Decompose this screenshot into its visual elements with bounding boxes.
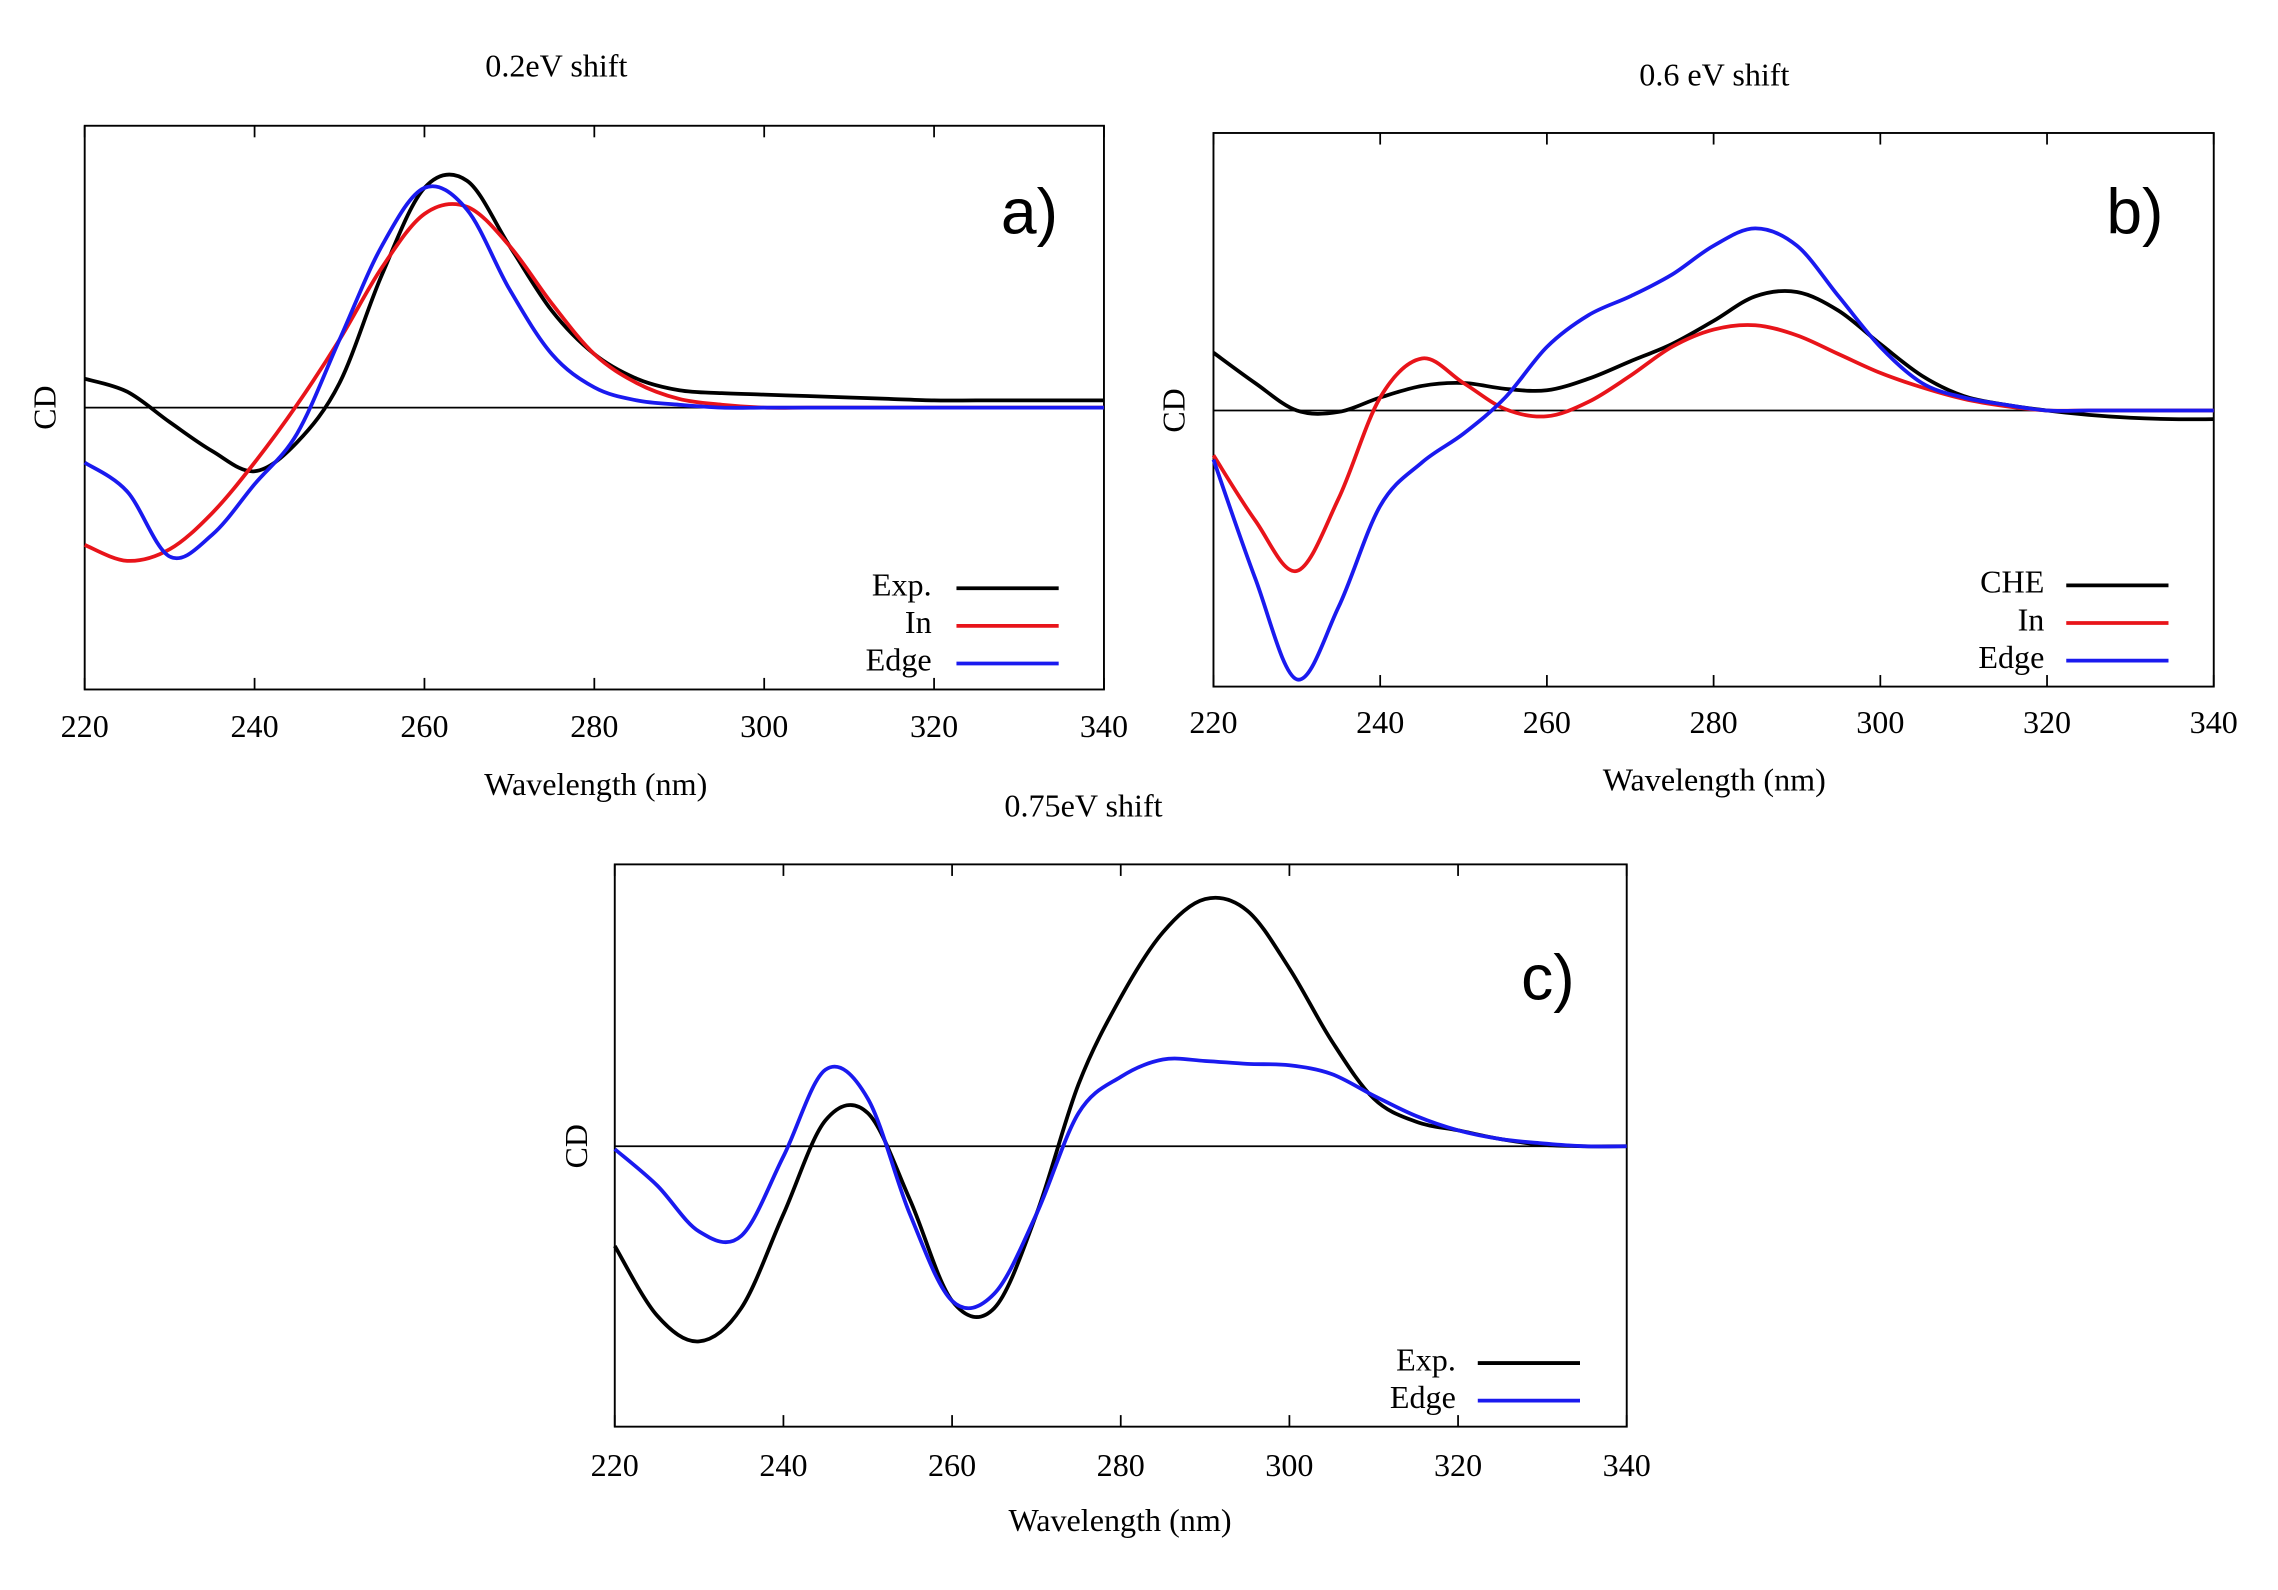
legend-label: Edge xyxy=(1978,640,2044,675)
x-tick-label: 260 xyxy=(1523,705,1571,740)
x-tick-label: 300 xyxy=(740,709,788,744)
x-tick-label: 340 xyxy=(2190,705,2238,740)
x-tick-label: 280 xyxy=(570,709,618,744)
legend-label: In xyxy=(2018,602,2045,637)
x-tick-label: 220 xyxy=(591,1448,639,1483)
y-axis-label: CD xyxy=(27,386,62,430)
legend-label: CHE xyxy=(1980,565,2044,600)
x-tick-label: 280 xyxy=(1690,705,1738,740)
series-line xyxy=(1211,226,2214,682)
x-tick-label: 260 xyxy=(400,709,448,744)
series-line xyxy=(613,1056,1627,1311)
x-tick-label: 320 xyxy=(1434,1448,1482,1483)
x-axis-label: Wavelength (nm) xyxy=(1603,763,1826,798)
panel-label: b) xyxy=(2106,176,2163,248)
series-line xyxy=(1212,289,2214,422)
legend-label: Exp. xyxy=(872,568,932,603)
legend-label: Edge xyxy=(1390,1380,1456,1415)
x-tick-label: 280 xyxy=(1097,1448,1145,1483)
x-tick-label: 240 xyxy=(230,709,278,744)
x-tick-label: 220 xyxy=(1189,705,1237,740)
y-axis-label: CD xyxy=(559,1124,594,1168)
series-line xyxy=(83,184,1104,561)
series-line xyxy=(613,895,1627,1344)
x-tick-label: 300 xyxy=(1856,705,1904,740)
legend-label: In xyxy=(905,605,932,640)
x-axis-label: Wavelength (nm) xyxy=(1008,1503,1231,1538)
x-tick-label: 240 xyxy=(1356,705,1404,740)
legend-label: Exp. xyxy=(1396,1342,1456,1377)
x-tick-label: 340 xyxy=(1603,1448,1651,1483)
legend-label: Edge xyxy=(866,643,932,678)
x-tick-label: 220 xyxy=(61,709,109,744)
series-line xyxy=(84,172,1104,474)
panel-label: c) xyxy=(1521,942,1575,1014)
x-tick-label: 320 xyxy=(910,709,958,744)
x-tick-label: 340 xyxy=(1080,709,1128,744)
chart-title: 0.6 eV shift xyxy=(1639,57,1789,92)
series-line xyxy=(1211,323,2214,573)
x-tick-label: 320 xyxy=(2023,705,2071,740)
chart-title: 0.2eV shift xyxy=(485,49,627,84)
y-axis-label: CD xyxy=(1156,388,1191,432)
chart-title: 0.75eV shift xyxy=(1004,789,1162,824)
x-tick-label: 300 xyxy=(1265,1448,1313,1483)
x-tick-label: 260 xyxy=(928,1448,976,1483)
x-axis-label: Wavelength (nm) xyxy=(484,767,707,802)
panel-label: a) xyxy=(1001,176,1058,248)
x-tick-label: 240 xyxy=(759,1448,807,1483)
